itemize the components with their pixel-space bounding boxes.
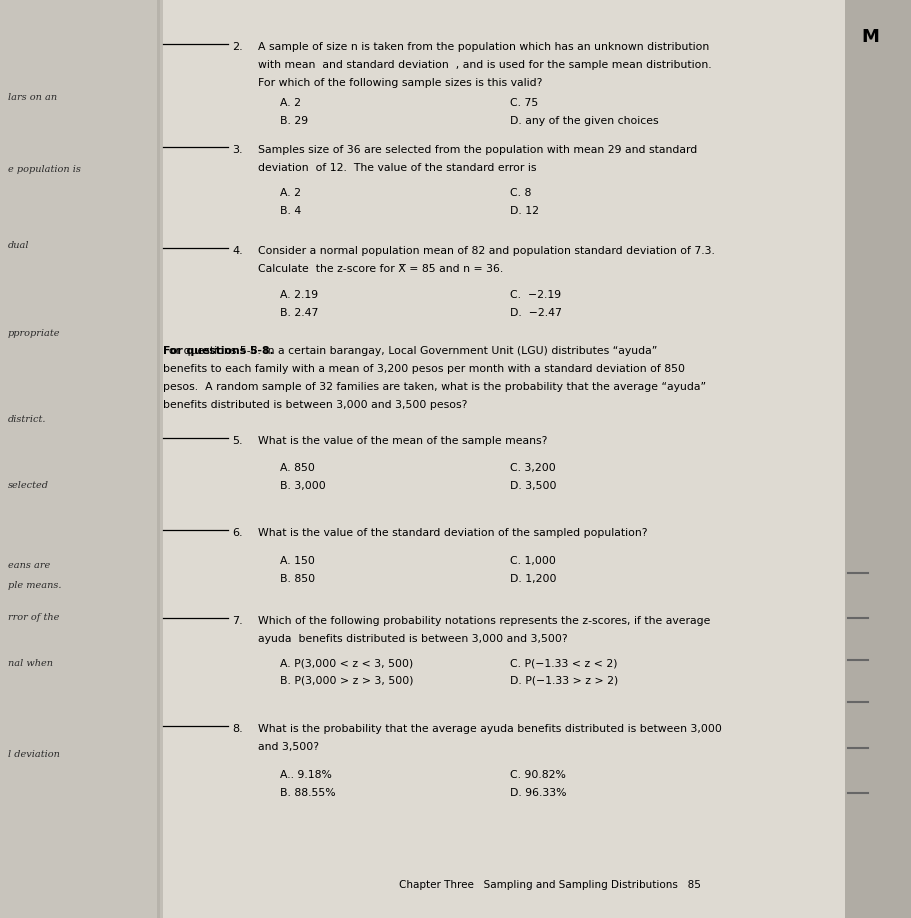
Text: A. 150: A. 150 xyxy=(280,556,314,566)
Text: What is the value of the standard deviation of the sampled population?: What is the value of the standard deviat… xyxy=(258,528,647,538)
Text: rror of the: rror of the xyxy=(8,613,59,622)
Text: eans are: eans are xyxy=(8,562,50,570)
Text: For questions 5-8.: For questions 5-8. xyxy=(163,346,273,356)
Text: 4.: 4. xyxy=(231,246,242,256)
Text: B. 3,000: B. 3,000 xyxy=(280,481,325,491)
Text: M: M xyxy=(860,28,878,46)
Bar xyxy=(157,0,163,918)
Text: What is the probability that the average ayuda benefits distributed is between 3: What is the probability that the average… xyxy=(258,724,722,734)
Text: C. 3,200: C. 3,200 xyxy=(509,463,555,473)
Text: B. 29: B. 29 xyxy=(280,116,308,126)
Text: B. 850: B. 850 xyxy=(280,574,315,584)
Text: with mean  and standard deviation  , and is used for the sample mean distributio: with mean and standard deviation , and i… xyxy=(258,60,711,70)
Text: For questions 5-8. In a certain barangay, Local Government Unit (LGU) distribute: For questions 5-8. In a certain barangay… xyxy=(163,346,657,356)
Text: 7.: 7. xyxy=(231,616,242,626)
Text: A. 2: A. 2 xyxy=(280,98,301,108)
Text: A. P(3,000 < z < 3, 500): A. P(3,000 < z < 3, 500) xyxy=(280,658,413,668)
Text: D. P(−1.33 > z > 2): D. P(−1.33 > z > 2) xyxy=(509,676,618,686)
Text: 8.: 8. xyxy=(231,724,242,734)
Text: B. 4: B. 4 xyxy=(280,206,301,216)
Text: A. 850: A. 850 xyxy=(280,463,314,473)
Bar xyxy=(844,0,911,918)
Text: 2.: 2. xyxy=(231,42,242,52)
Text: B. P(3,000 > z > 3, 500): B. P(3,000 > z > 3, 500) xyxy=(280,676,413,686)
Text: D. 96.33%: D. 96.33% xyxy=(509,788,566,798)
Text: nal when: nal when xyxy=(8,659,53,668)
Text: benefits to each family with a mean of 3,200 pesos per month with a standard dev: benefits to each family with a mean of 3… xyxy=(163,364,684,374)
Text: ppropriate: ppropriate xyxy=(8,329,60,338)
Text: C. 75: C. 75 xyxy=(509,98,537,108)
Text: Consider a normal population mean of 82 and population standard deviation of 7.3: Consider a normal population mean of 82 … xyxy=(258,246,714,256)
Text: C. 1,000: C. 1,000 xyxy=(509,556,556,566)
Text: district.: district. xyxy=(8,416,46,424)
Text: ayuda  benefits distributed is between 3,000 and 3,500?: ayuda benefits distributed is between 3,… xyxy=(258,634,567,644)
Text: Calculate  the z-score for X̅ = 85 and n = 36.: Calculate the z-score for X̅ = 85 and n … xyxy=(258,264,503,274)
Text: selected: selected xyxy=(8,482,49,490)
Bar xyxy=(159,0,844,918)
Text: deviation  of 12.  The value of the standard error is: deviation of 12. The value of the standa… xyxy=(258,163,536,173)
Text: 3.: 3. xyxy=(231,145,242,155)
Text: B. 2.47: B. 2.47 xyxy=(280,308,318,318)
Text: D. 3,500: D. 3,500 xyxy=(509,481,556,491)
Text: e population is: e population is xyxy=(8,165,81,174)
Text: D. 1,200: D. 1,200 xyxy=(509,574,556,584)
Bar xyxy=(0,0,159,918)
Text: ple means.: ple means. xyxy=(8,580,61,589)
Text: pesos.  A random sample of 32 families are taken, what is the probability that t: pesos. A random sample of 32 families ar… xyxy=(163,382,705,392)
Text: Which of the following probability notations represents the z-scores, if the ave: Which of the following probability notat… xyxy=(258,616,710,626)
Text: and 3,500?: and 3,500? xyxy=(258,742,319,752)
Text: C.  −2.19: C. −2.19 xyxy=(509,290,560,300)
Text: Chapter Three   Sampling and Sampling Distributions   85: Chapter Three Sampling and Sampling Dist… xyxy=(399,880,701,890)
Text: A.. 9.18%: A.. 9.18% xyxy=(280,770,332,780)
Text: 5.: 5. xyxy=(231,436,242,446)
Text: A sample of size n is taken from the population which has an unknown distributio: A sample of size n is taken from the pop… xyxy=(258,42,709,52)
Text: A. 2: A. 2 xyxy=(280,188,301,198)
Text: C. 8: C. 8 xyxy=(509,188,531,198)
Text: Samples size of 36 are selected from the population with mean 29 and standard: Samples size of 36 are selected from the… xyxy=(258,145,697,155)
Text: B. 88.55%: B. 88.55% xyxy=(280,788,335,798)
Text: D. 12: D. 12 xyxy=(509,206,538,216)
Text: lars on an: lars on an xyxy=(8,94,57,103)
Text: D.  −2.47: D. −2.47 xyxy=(509,308,561,318)
Text: For which of the following sample sizes is this valid?: For which of the following sample sizes … xyxy=(258,78,542,88)
Text: 6.: 6. xyxy=(231,528,242,538)
Text: D. any of the given choices: D. any of the given choices xyxy=(509,116,658,126)
Text: dual: dual xyxy=(8,241,29,251)
Text: What is the value of the mean of the sample means?: What is the value of the mean of the sam… xyxy=(258,436,547,446)
Text: C. 90.82%: C. 90.82% xyxy=(509,770,565,780)
Text: C. P(−1.33 < z < 2): C. P(−1.33 < z < 2) xyxy=(509,658,617,668)
Text: l deviation: l deviation xyxy=(8,751,60,759)
Text: benefits distributed is between 3,000 and 3,500 pesos?: benefits distributed is between 3,000 an… xyxy=(163,400,466,410)
Text: A. 2.19: A. 2.19 xyxy=(280,290,318,300)
